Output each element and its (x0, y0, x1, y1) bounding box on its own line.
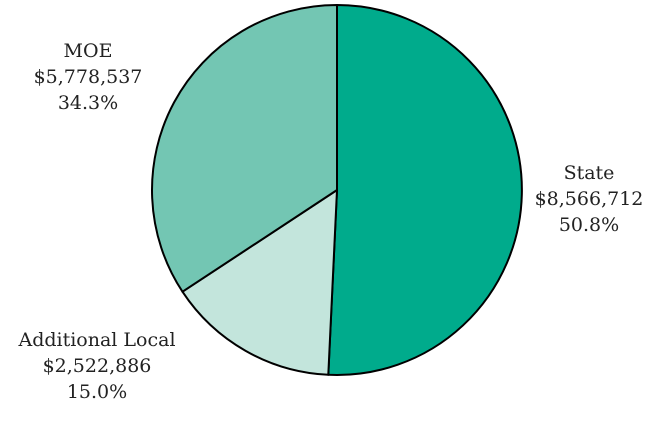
slice-label-additional-local: Additional Local $2,522,886 15.0% (0, 327, 194, 405)
slice-label-state: State $8,566,712 50.8% (530, 160, 648, 238)
slice-label-moe: MOE $5,778,537 34.3% (18, 38, 158, 116)
slice-label-state-amount: $8,566,712 (530, 186, 648, 212)
slice-label-moe-amount: $5,778,537 (18, 64, 158, 90)
slice-label-additional-local-percent: 15.0% (0, 379, 194, 405)
slice-label-state-percent: 50.8% (530, 212, 648, 238)
slice-label-moe-name: MOE (18, 38, 158, 64)
slice-label-moe-percent: 34.3% (18, 90, 158, 116)
slice-label-additional-local-amount: $2,522,886 (0, 353, 194, 379)
pie-slice-state (328, 5, 522, 375)
slice-label-additional-local-name: Additional Local (0, 327, 194, 353)
slice-label-state-name: State (530, 160, 648, 186)
